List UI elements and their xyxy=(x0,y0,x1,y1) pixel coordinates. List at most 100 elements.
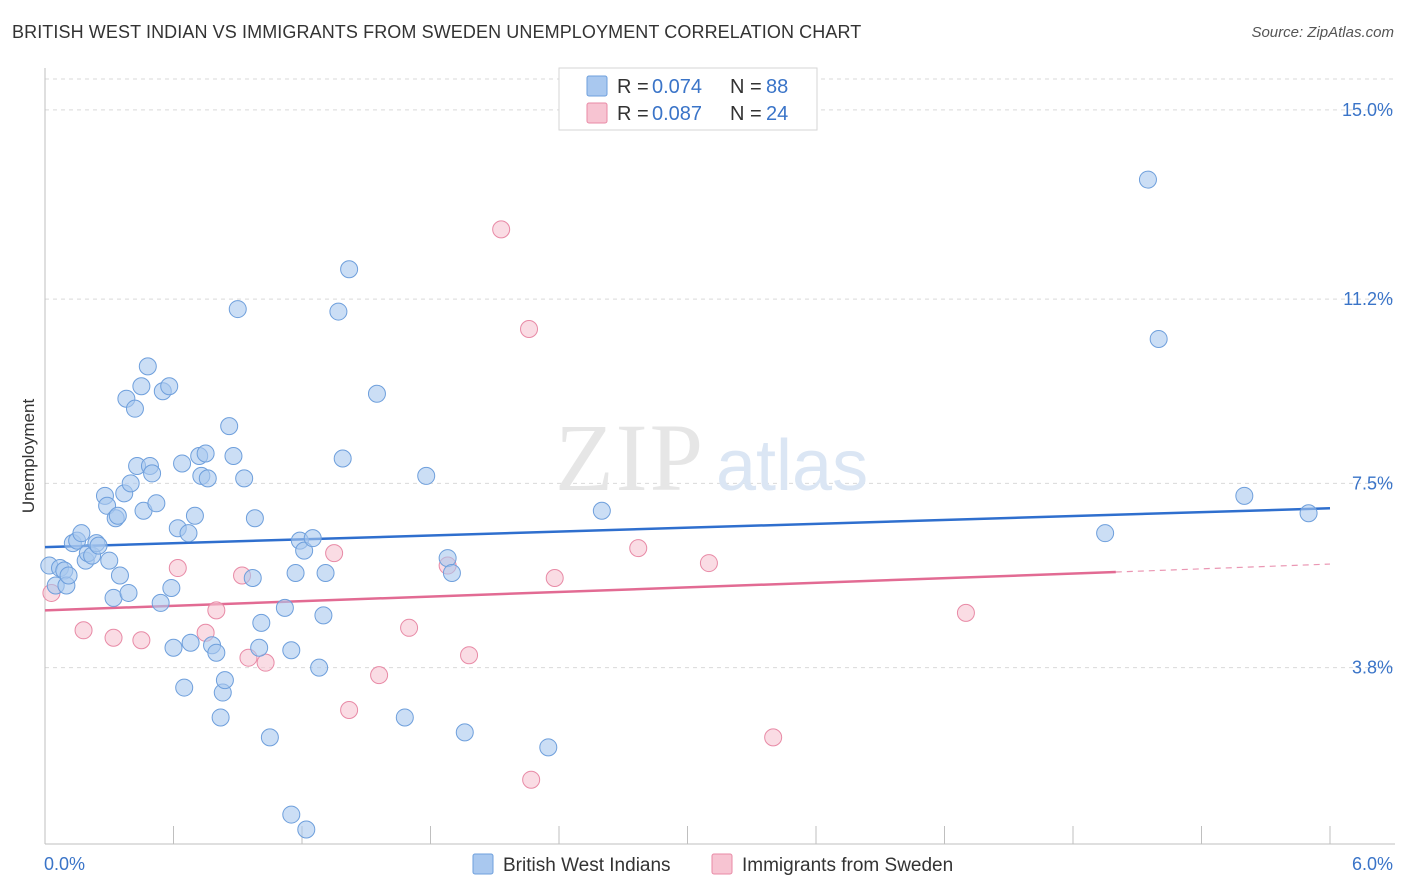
data-point-blue xyxy=(539,738,558,757)
data-point-pink xyxy=(460,646,479,665)
data-point-blue xyxy=(243,569,262,588)
data-point-pink xyxy=(699,554,718,573)
data-point-blue xyxy=(286,564,305,583)
data-point-blue xyxy=(151,593,170,612)
data-point-blue xyxy=(220,417,239,436)
legend-swatch-blue xyxy=(586,75,608,97)
data-point-blue xyxy=(592,501,611,520)
data-point-blue xyxy=(224,446,243,465)
data-point-blue xyxy=(119,583,138,602)
data-point-blue xyxy=(211,708,230,727)
y-tick-label: 3.8% xyxy=(1352,658,1393,678)
data-point-pink xyxy=(207,601,226,620)
legend: R = 0.074 N = 88 R = 0.087 N = 24 xyxy=(558,67,818,131)
data-point-blue xyxy=(132,377,151,396)
data-point-blue xyxy=(252,613,271,632)
data-point-blue xyxy=(245,509,264,528)
data-point-pink xyxy=(400,618,419,637)
legend-n-value: 24 xyxy=(766,103,788,125)
data-point-pink xyxy=(629,539,648,558)
data-point-blue xyxy=(110,566,129,585)
data-point-blue xyxy=(59,566,78,585)
legend-r-value: 0.074 xyxy=(652,76,702,98)
data-point-blue xyxy=(72,524,91,543)
data-point-blue xyxy=(367,384,386,403)
data-point-blue xyxy=(455,723,474,742)
data-point-blue xyxy=(143,464,162,483)
data-point-blue xyxy=(147,494,166,513)
legend-n-label: N = xyxy=(730,76,762,98)
chart-title: BRITISH WEST INDIAN VS IMMIGRANTS FROM S… xyxy=(12,22,862,42)
data-point-blue xyxy=(89,536,108,555)
data-point-blue xyxy=(282,805,301,824)
data-point-pink xyxy=(522,770,541,789)
data-point-blue xyxy=(164,638,183,657)
data-point-blue xyxy=(275,598,294,617)
data-point-blue xyxy=(179,524,198,543)
data-point-blue xyxy=(100,551,119,570)
watermark-atlas: atlas xyxy=(716,426,868,506)
data-point-blue xyxy=(121,474,140,493)
data-point-pink xyxy=(168,559,187,578)
watermark-zip: ZIP xyxy=(555,404,705,511)
data-point-blue xyxy=(207,643,226,662)
data-point-blue xyxy=(215,671,234,690)
data-point-blue xyxy=(160,377,179,396)
data-point-blue xyxy=(1138,170,1157,189)
legend-swatch-pink xyxy=(586,102,608,124)
legend-r-label: R = xyxy=(617,76,649,98)
data-point-pink xyxy=(74,621,93,640)
data-point-blue xyxy=(173,454,192,473)
data-point-blue xyxy=(1299,504,1318,523)
data-point-pink xyxy=(520,319,539,338)
trend-lines xyxy=(44,507,1331,612)
data-point-blue xyxy=(438,549,457,568)
bottom-legend-swatch-pink xyxy=(711,853,733,875)
data-point-pink xyxy=(132,631,151,650)
data-point-pink xyxy=(340,700,359,719)
data-point-blue xyxy=(316,564,335,583)
data-point-blue xyxy=(185,506,204,525)
data-point-blue xyxy=(196,444,215,463)
data-point-blue xyxy=(310,658,329,677)
trend-line-blue xyxy=(44,507,1331,549)
data-point-pink xyxy=(492,220,511,239)
y-axis-label: Unemployment xyxy=(19,399,38,514)
data-point-blue xyxy=(314,606,333,625)
data-point-blue xyxy=(181,633,200,652)
data-point-blue xyxy=(295,541,314,560)
data-point-blue xyxy=(297,820,316,839)
y-tick-labels: 3.8% 7.5% 11.2% 15.0% xyxy=(1342,100,1393,678)
data-point-blue xyxy=(108,506,127,525)
data-point-blue xyxy=(329,302,348,321)
data-point-blue xyxy=(260,728,279,747)
data-point-blue xyxy=(198,469,217,488)
data-point-blue xyxy=(125,399,144,418)
data-point-blue xyxy=(138,357,157,376)
data-point-blue xyxy=(1149,329,1168,348)
watermark: ZIP atlas xyxy=(555,404,868,511)
x-tick-labels: 0.0% 6.0% xyxy=(44,854,1393,874)
trend-line-pink xyxy=(44,570,1116,612)
data-point-pink xyxy=(104,628,123,647)
bottom-legend-swatch-blue xyxy=(472,853,494,875)
data-point-blue xyxy=(228,300,247,319)
data-point-blue xyxy=(340,260,359,279)
data-point-blue xyxy=(395,708,414,727)
x-tick-label: 6.0% xyxy=(1352,854,1393,874)
data-point-blue xyxy=(282,641,301,660)
y-tick-label: 15.0% xyxy=(1342,100,1393,120)
data-point-pink xyxy=(545,569,564,588)
data-point-blue xyxy=(417,466,436,485)
data-point-pink xyxy=(956,603,975,622)
source-label: Source: ZipAtlas.com xyxy=(1251,24,1394,41)
data-point-pink xyxy=(764,728,783,747)
data-points xyxy=(40,170,1318,839)
legend-r-value: 0.087 xyxy=(652,103,702,125)
data-point-pink xyxy=(325,544,344,563)
bottom-legend-label-pink: Immigrants from Sweden xyxy=(742,855,953,876)
x-tick-label: 0.0% xyxy=(44,854,85,874)
legend-n-label: N = xyxy=(730,103,762,125)
data-point-blue xyxy=(235,469,254,488)
